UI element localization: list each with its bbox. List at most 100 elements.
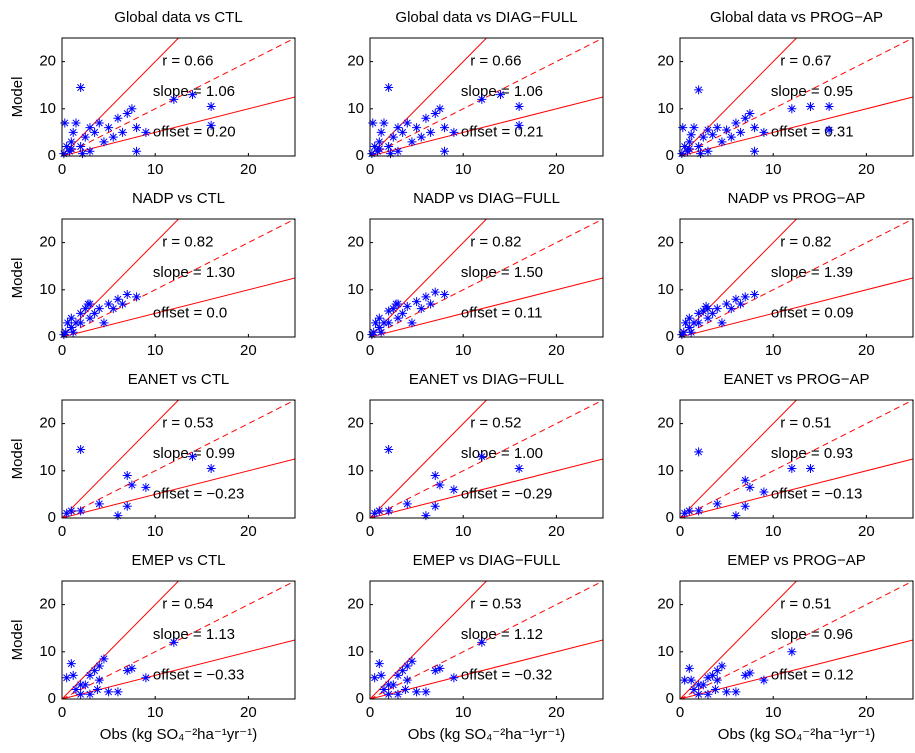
marker	[495, 90, 505, 100]
marker	[703, 689, 713, 699]
annotation: slope = 1.12	[461, 626, 543, 643]
marker	[477, 94, 487, 104]
marker	[104, 687, 114, 697]
marker	[412, 297, 422, 307]
y-tick-label: 10	[657, 643, 674, 660]
marker	[694, 506, 704, 516]
marker	[430, 501, 440, 511]
marker	[787, 104, 797, 114]
annotation: slope = 1.13	[153, 626, 235, 643]
axes-box	[369, 580, 604, 700]
marker	[514, 101, 524, 111]
marker	[94, 675, 104, 685]
marker	[141, 127, 151, 137]
annotation: r = 0.52	[470, 415, 521, 432]
marker	[132, 146, 142, 156]
marker	[62, 142, 72, 152]
marker	[449, 127, 459, 137]
marker	[696, 149, 706, 159]
marker	[99, 137, 109, 147]
marker	[412, 123, 422, 133]
marker	[708, 130, 718, 140]
annotation: offset = 0.11	[461, 304, 543, 321]
y-tick-label: 10	[347, 100, 364, 117]
marker	[745, 109, 755, 119]
marker	[726, 304, 736, 314]
panel: Global data vs DIAG−FULL 0 10 20 0 10 20 r = 0.…	[347, 9, 604, 178]
x-tick-label: 0	[676, 342, 684, 359]
marker	[824, 101, 834, 111]
y-tick-label: 0	[666, 147, 674, 164]
y-axis-label: Model	[9, 439, 26, 480]
x-tick-label: 20	[240, 523, 257, 540]
y-tick-label: 0	[666, 328, 674, 345]
reference-line	[370, 458, 603, 518]
marker	[384, 142, 394, 152]
y-tick-label: 20	[347, 596, 364, 613]
panel: NADP vs CTL 0 10 20 0 10 20 r = 0.82 slope = 1.3…	[9, 190, 296, 359]
marker	[127, 480, 137, 490]
marker	[83, 299, 93, 309]
marker	[731, 118, 741, 128]
marker	[85, 689, 95, 699]
marker	[386, 149, 396, 159]
reference-lines	[680, 219, 913, 337]
marker	[132, 123, 142, 133]
marker	[703, 146, 713, 156]
marker	[402, 675, 412, 685]
annotation: slope = 1.50	[461, 264, 543, 281]
marker	[384, 83, 394, 93]
marker	[370, 142, 380, 152]
marker	[90, 127, 100, 137]
y-tick-label: 10	[657, 281, 674, 298]
annotation: offset = 0.0	[153, 304, 227, 321]
y-tick-label: 0	[356, 509, 364, 526]
marker	[76, 680, 86, 690]
marker	[694, 318, 704, 328]
marker	[393, 689, 403, 699]
marker	[113, 687, 123, 697]
marker	[78, 149, 88, 159]
reference-line	[62, 400, 295, 518]
marker	[449, 485, 459, 495]
marker	[99, 654, 109, 664]
axes-box	[679, 37, 914, 157]
marker	[677, 149, 687, 159]
reference-lines	[680, 38, 913, 156]
annotation: offset = −0.13	[771, 485, 862, 502]
y-tick-label: 10	[39, 281, 56, 298]
annotation: r = 0.82	[780, 234, 831, 251]
panel-title: Global data vs DIAG−FULL	[395, 9, 577, 26]
marker	[68, 127, 78, 137]
marker	[94, 304, 104, 314]
panel-title: EANET vs PROG−AP	[723, 371, 869, 388]
y-tick-label: 20	[39, 596, 56, 613]
annotation: offset = −0.32	[461, 666, 552, 683]
marker	[60, 118, 70, 128]
annotation: slope = 0.93	[771, 445, 853, 462]
marker	[400, 685, 410, 695]
marker	[712, 675, 722, 685]
marker	[113, 113, 123, 123]
annotation: r = 0.54	[162, 596, 213, 613]
marker	[759, 127, 769, 137]
marker	[384, 689, 394, 699]
marker	[66, 313, 76, 323]
marker	[421, 292, 431, 302]
annotation: offset = −0.29	[461, 485, 552, 502]
x-tick-label: 20	[858, 161, 875, 178]
y-tick-label: 20	[347, 53, 364, 70]
marker	[701, 301, 711, 311]
marker	[62, 508, 72, 518]
marker	[421, 687, 431, 697]
y-axis-label: Model	[9, 77, 26, 118]
marker	[370, 508, 380, 518]
axes-box	[369, 399, 604, 519]
marker	[62, 673, 72, 683]
annotation: r = 0.82	[162, 234, 213, 251]
marker	[514, 120, 524, 130]
marker	[717, 318, 727, 328]
marker	[367, 149, 377, 159]
marker	[680, 675, 690, 685]
x-tick-label: 10	[147, 342, 164, 359]
